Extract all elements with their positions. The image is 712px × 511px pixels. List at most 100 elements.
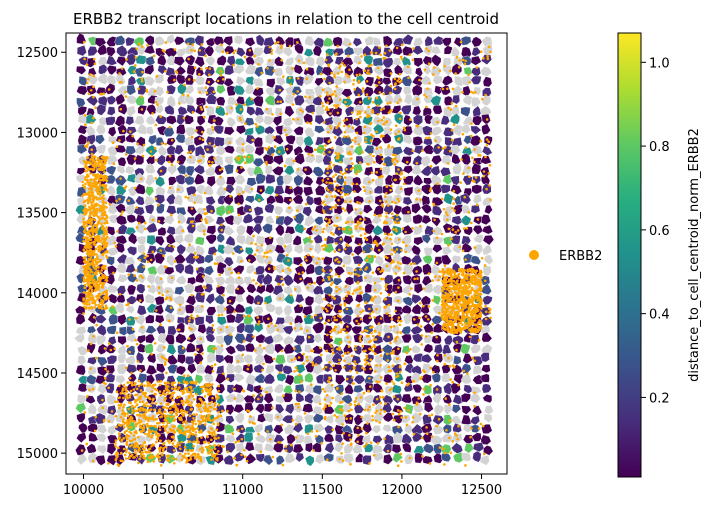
erbb2-point — [83, 231, 87, 234]
erbb2-point — [361, 330, 364, 334]
erbb2-point — [194, 433, 198, 437]
erbb2-point — [182, 116, 186, 120]
erbb2-point — [184, 195, 187, 199]
cell-polygon — [204, 166, 217, 177]
erbb2-point — [464, 59, 468, 63]
cell-polygon — [233, 35, 244, 45]
erbb2-point — [195, 392, 198, 396]
cell-polygon — [303, 144, 314, 154]
erbb2-point — [141, 70, 144, 74]
erbb2-point — [118, 139, 121, 142]
erbb2-point — [145, 401, 148, 405]
erbb2-point — [101, 406, 104, 410]
erbb2-point — [96, 257, 99, 261]
erbb2-point — [375, 171, 379, 174]
cell-polygon — [126, 246, 137, 256]
erbb2-point — [194, 353, 197, 356]
erbb2-point — [129, 454, 132, 458]
erbb2-point — [123, 186, 127, 190]
cell-polygon — [382, 184, 394, 195]
erbb2-point — [259, 284, 262, 287]
erbb2-point — [484, 304, 487, 308]
erbb2-point — [241, 353, 244, 357]
erbb2-point — [91, 258, 95, 262]
erbb2-point — [445, 287, 449, 291]
erbb2-point — [309, 122, 313, 125]
erbb2-point — [127, 407, 130, 411]
cell-polygon — [432, 244, 443, 254]
erbb2-point — [176, 441, 180, 445]
erbb2-point — [343, 247, 347, 251]
cell-polygon — [284, 36, 296, 48]
erbb2-point — [102, 194, 105, 197]
cell-polygon — [145, 163, 156, 175]
erbb2-point — [416, 97, 419, 101]
erbb2-point — [466, 277, 469, 281]
erbb2-point — [266, 250, 270, 254]
erbb2-point — [84, 261, 87, 265]
erbb2-point — [297, 59, 301, 62]
erbb2-point — [235, 463, 238, 467]
erbb2-point — [291, 419, 295, 422]
cell-polygon — [362, 204, 374, 214]
cell-polygon — [470, 125, 482, 135]
cell-polygon — [292, 193, 304, 205]
cell-polygon — [372, 84, 385, 95]
erbb2-point — [379, 395, 382, 399]
erbb2-point — [208, 142, 212, 145]
erbb2-point — [122, 447, 126, 451]
erbb2-point — [100, 222, 103, 225]
erbb2-point — [96, 237, 100, 240]
erbb2-point — [391, 145, 394, 149]
cell-polygon — [284, 93, 295, 105]
erbb2-point — [82, 236, 86, 240]
erbb2-point — [482, 452, 486, 456]
cell-polygon — [134, 67, 145, 78]
erbb2-point — [119, 416, 123, 419]
erbb2-point — [241, 148, 244, 152]
cell-polygon — [87, 46, 98, 57]
cell-polygon — [156, 216, 168, 226]
erbb2-point — [195, 129, 198, 132]
erbb2-point — [186, 94, 190, 97]
erbb2-point — [404, 416, 408, 419]
erbb2-point — [114, 245, 118, 248]
erbb2-point — [412, 432, 416, 436]
erbb2-point — [82, 312, 85, 315]
erbb2-point — [92, 74, 95, 78]
erbb2-point — [146, 424, 149, 428]
erbb2-point — [200, 218, 204, 222]
erbb2-point — [133, 405, 137, 409]
cell-polygon — [482, 234, 495, 246]
erbb2-point — [319, 346, 322, 350]
erbb2-point — [100, 205, 104, 209]
erbb2-point — [195, 267, 199, 271]
erbb2-point — [98, 174, 102, 178]
erbb2-point — [291, 103, 295, 106]
cell-polygon — [253, 46, 264, 58]
erbb2-point — [167, 319, 171, 322]
erbb2-point — [196, 441, 200, 445]
erbb2-point — [134, 381, 137, 385]
cell-polygon — [184, 263, 194, 275]
erbb2-point — [293, 370, 296, 373]
erbb2-point — [129, 381, 133, 384]
erbb2-point — [122, 405, 125, 409]
cell-polygon — [274, 223, 285, 237]
erbb2-point — [341, 459, 345, 462]
erbb2-point — [178, 102, 181, 105]
cell-polygon — [333, 95, 344, 107]
erbb2-point — [444, 211, 448, 214]
erbb2-point — [341, 423, 345, 426]
erbb2-point — [267, 146, 271, 149]
erbb2-point — [152, 54, 156, 58]
erbb2-point — [442, 327, 445, 330]
erbb2-point — [107, 420, 111, 423]
erbb2-point — [443, 354, 447, 357]
erbb2-point — [133, 443, 136, 446]
erbb2-point — [271, 406, 274, 410]
erbb2-point — [217, 444, 220, 447]
cell-polygon — [453, 37, 463, 48]
erbb2-point — [419, 377, 423, 381]
erbb2-point — [310, 315, 314, 319]
